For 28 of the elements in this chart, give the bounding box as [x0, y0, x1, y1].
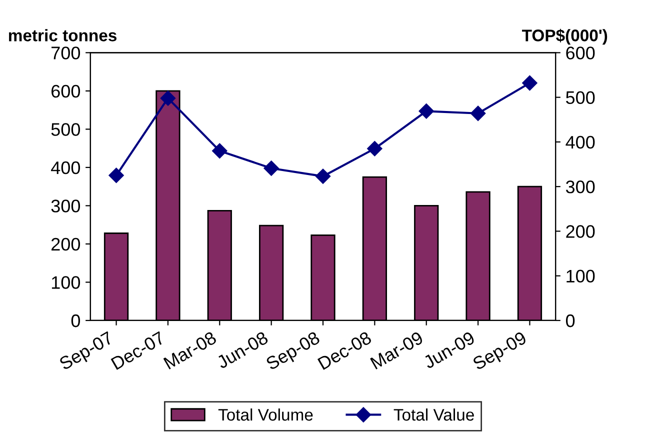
y2-tick-label: 500 — [566, 91, 595, 104]
point — [367, 141, 382, 156]
y-tick-label: 400 — [51, 161, 80, 174]
y-axis-title: metric tonnes — [8, 29, 116, 42]
legend-label: Total Value — [394, 408, 474, 421]
point — [315, 168, 331, 184]
point — [470, 106, 486, 121]
y2-tick-label: 100 — [566, 270, 595, 283]
y-tick-label: 100 — [52, 276, 80, 289]
point — [418, 104, 434, 119]
point — [264, 160, 279, 176]
y2-tick-label: 200 — [566, 225, 595, 238]
y-tick-label: 700 — [52, 46, 80, 60]
y-tick-label: 0 — [71, 314, 80, 328]
y2-axis-title: TOP$(000') — [522, 28, 608, 45]
y-tick-label: 600 — [52, 84, 80, 98]
y-tick-label: 200 — [52, 238, 80, 251]
point — [212, 143, 228, 158]
point — [108, 168, 124, 183]
y2-tick-label: 600 — [566, 46, 595, 60]
y-tick-label: 300 — [51, 200, 80, 212]
point — [522, 75, 538, 91]
legend-label: Total Volume — [218, 408, 313, 421]
y-tick-label: 500 — [51, 123, 80, 136]
y2-tick-label: 400 — [566, 136, 595, 149]
y2-tick-label: 300 — [566, 180, 595, 194]
point — [160, 90, 176, 106]
y2-tick-label: 0 — [566, 314, 575, 328]
